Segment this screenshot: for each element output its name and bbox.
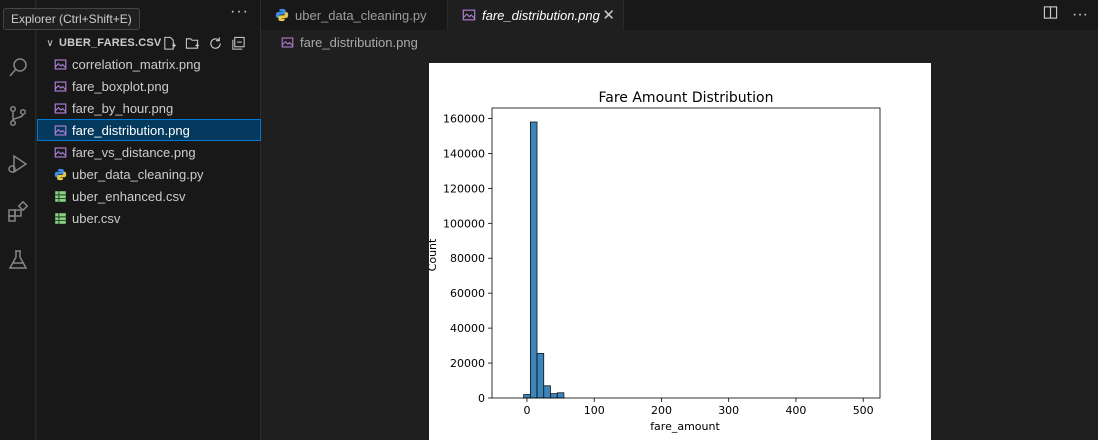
chevron-down-icon[interactable]: ∨	[46, 37, 54, 49]
refresh-icon[interactable]	[207, 35, 224, 51]
x-axis-label: fare_amount	[650, 420, 720, 433]
x-tick-label: 200	[651, 404, 672, 417]
y-tick-label: 120000	[443, 182, 485, 195]
folder-header[interactable]: ∨ UBER_FARES.CSV	[37, 32, 261, 54]
file-item[interactable]: correlation_matrix.png	[37, 53, 261, 75]
file-label: uber.csv	[72, 210, 121, 226]
x-tick-label: 100	[584, 404, 605, 417]
histogram-bar	[536, 353, 545, 399]
csv-icon	[54, 190, 67, 203]
file-label: fare_by_hour.png	[72, 100, 174, 116]
plot-frame	[491, 107, 881, 399]
y-tick-label: 80000	[450, 252, 485, 265]
tab-fare-distribution[interactable]: fare_distribution.png ✕	[448, 0, 624, 30]
image-preview[interactable]: Fare Amount Distribution fare_amount Cou…	[426, 63, 931, 440]
file-label: fare_boxplot.png	[72, 78, 169, 94]
run-debug-icon[interactable]	[0, 146, 36, 182]
x-tick-label: 400	[785, 404, 806, 417]
histogram-bar	[529, 121, 538, 399]
folder-actions	[161, 35, 247, 51]
tab-bar: uber_data_cleaning.py fare_distribution.…	[261, 0, 1098, 30]
collapse-all-icon[interactable]	[230, 35, 247, 51]
y-tick-label: 140000	[443, 147, 485, 160]
more-actions-icon[interactable]: ···	[230, 3, 249, 20]
csv-icon	[54, 212, 67, 225]
image-icon	[54, 58, 67, 71]
y-axis-label: Count	[429, 238, 439, 271]
image-icon	[54, 146, 67, 159]
file-item[interactable]: fare_boxplot.png	[37, 75, 261, 97]
activity-bar	[0, 0, 36, 440]
image-icon	[462, 8, 476, 22]
x-tick-label: 500	[853, 404, 874, 417]
y-tick-label: 0	[478, 392, 485, 405]
y-tick-label: 160000	[443, 112, 485, 125]
file-label: uber_data_cleaning.py	[72, 166, 204, 182]
editor-actions: ···	[1043, 5, 1088, 25]
y-tick-label: 20000	[450, 357, 485, 370]
breadcrumb-label: fare_distribution.png	[300, 34, 418, 50]
chart-title: Fare Amount Distribution	[599, 90, 774, 106]
folder-title: UBER_FARES.CSV	[59, 37, 162, 49]
image-icon	[54, 80, 67, 93]
python-icon	[54, 168, 67, 181]
sidebar-header: ···	[37, 0, 261, 30]
x-tick-label: 300	[718, 404, 739, 417]
image-icon	[281, 36, 294, 49]
histogram-bar	[543, 385, 551, 399]
histogram-bar	[556, 392, 565, 399]
new-file-icon[interactable]	[161, 35, 178, 51]
image-editor: Fare Amount Distribution fare_amount Cou…	[261, 54, 1098, 440]
explorer-sidebar: ··· ∨ UBER_FARES.CSV correlation_matrix.…	[37, 0, 261, 440]
file-item[interactable]: fare_by_hour.png	[37, 97, 261, 119]
breadcrumb[interactable]: fare_distribution.png	[261, 30, 1098, 54]
file-item[interactable]: fare_distribution.png	[37, 119, 261, 141]
file-label: correlation_matrix.png	[72, 56, 201, 72]
histogram-chart: Fare Amount Distribution fare_amount Cou…	[426, 90, 881, 433]
close-icon[interactable]: ✕	[602, 7, 615, 24]
file-label: fare_distribution.png	[72, 122, 190, 138]
histogram-bar	[523, 394, 531, 399]
split-editor-icon[interactable]	[1043, 5, 1058, 25]
image-icon	[54, 102, 67, 115]
source-control-icon[interactable]	[0, 98, 36, 134]
file-label: fare_vs_distance.png	[72, 144, 196, 160]
file-item[interactable]: fare_vs_distance.png	[37, 141, 261, 163]
histogram-bar	[550, 393, 558, 399]
y-tick-label: 40000	[450, 322, 485, 335]
testing-icon[interactable]	[0, 242, 36, 278]
image-icon	[54, 124, 67, 137]
file-item[interactable]: uber_data_cleaning.py	[37, 163, 261, 185]
file-item[interactable]: uber.csv	[37, 207, 261, 229]
more-editor-actions-icon[interactable]: ···	[1072, 6, 1088, 23]
new-folder-icon[interactable]	[184, 35, 201, 51]
tab-label: fare_distribution.png	[482, 7, 600, 23]
x-tick-label: 0	[523, 404, 530, 417]
file-label: uber_enhanced.csv	[72, 188, 186, 204]
tab-uber-data-cleaning[interactable]: uber_data_cleaning.py	[261, 0, 448, 30]
extensions-icon[interactable]	[0, 194, 36, 230]
search-icon[interactable]	[0, 50, 36, 86]
y-tick-label: 100000	[443, 217, 485, 230]
file-item[interactable]: uber_enhanced.csv	[37, 185, 261, 207]
explorer-tooltip: Explorer (Ctrl+Shift+E)	[3, 8, 140, 30]
python-icon	[275, 8, 289, 22]
tab-label: uber_data_cleaning.py	[295, 7, 427, 23]
y-tick-label: 60000	[450, 287, 485, 300]
